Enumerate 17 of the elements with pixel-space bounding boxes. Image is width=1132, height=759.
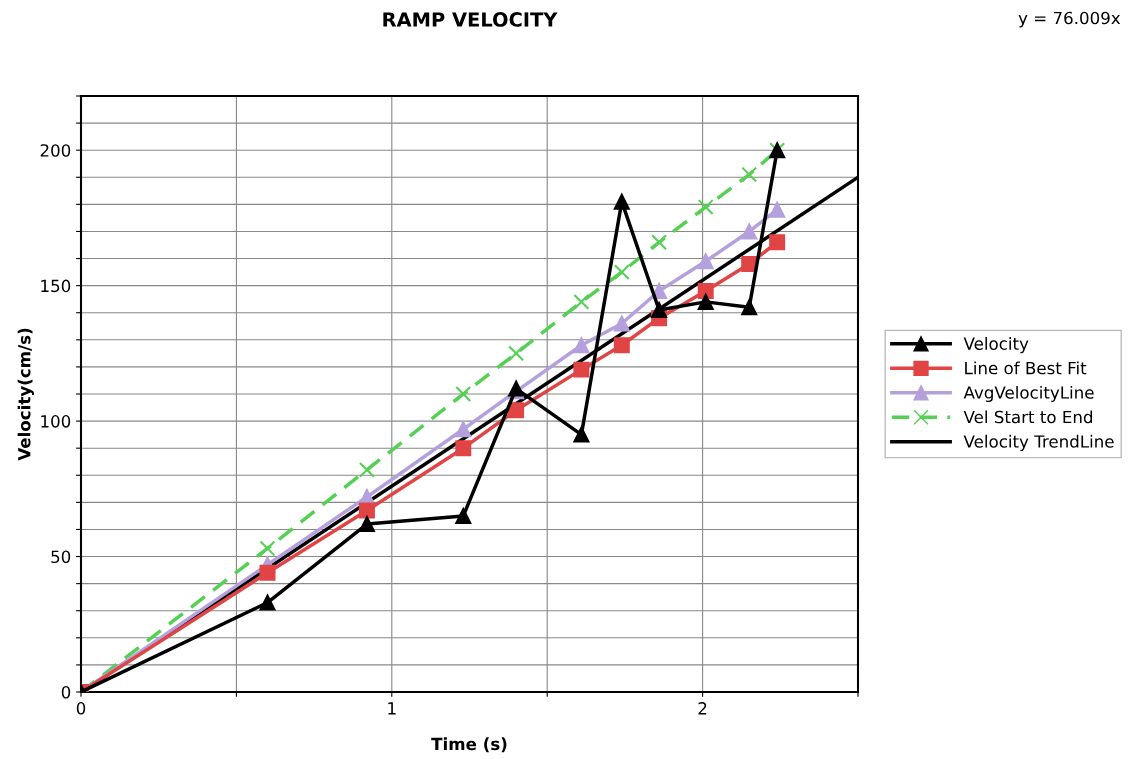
x-tick-label: 1 (388, 702, 396, 715)
legend-label: Velocity (963, 337, 1029, 354)
legend-label: AvgVelocityLine (963, 385, 1094, 403)
y-tick-label: 150 (41, 279, 71, 293)
x-tick-label: 2 (698, 702, 707, 715)
y-tick-label: 50 (51, 550, 71, 564)
y-axis-title: Velocity(cm/s) (17, 328, 34, 461)
x-tick-label: 0 (76, 702, 86, 715)
legend-label: Vel Start to End (963, 410, 1093, 424)
y-tick-label: 100 (41, 415, 71, 428)
x-axis-title: Time (s) (431, 737, 507, 753)
legend-label: Line of Best Fit (965, 361, 1087, 375)
legend-label: Velocity TrendLine (963, 434, 1114, 451)
y-tick-label: 0 (61, 685, 71, 699)
text: y = 76.009x (1018, 11, 1121, 28)
y-tick-label: 200 (40, 144, 71, 157)
chart-title: RAMP VELOCITY (383, 12, 558, 27)
